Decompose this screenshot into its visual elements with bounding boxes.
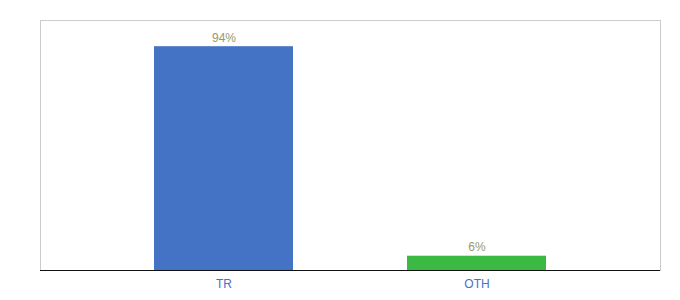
svg-text:6%: 6% — [468, 240, 486, 254]
svg-text:OTH: OTH — [464, 277, 489, 291]
svg-text:TR: TR — [216, 277, 232, 291]
svg-text:94%: 94% — [212, 31, 236, 45]
